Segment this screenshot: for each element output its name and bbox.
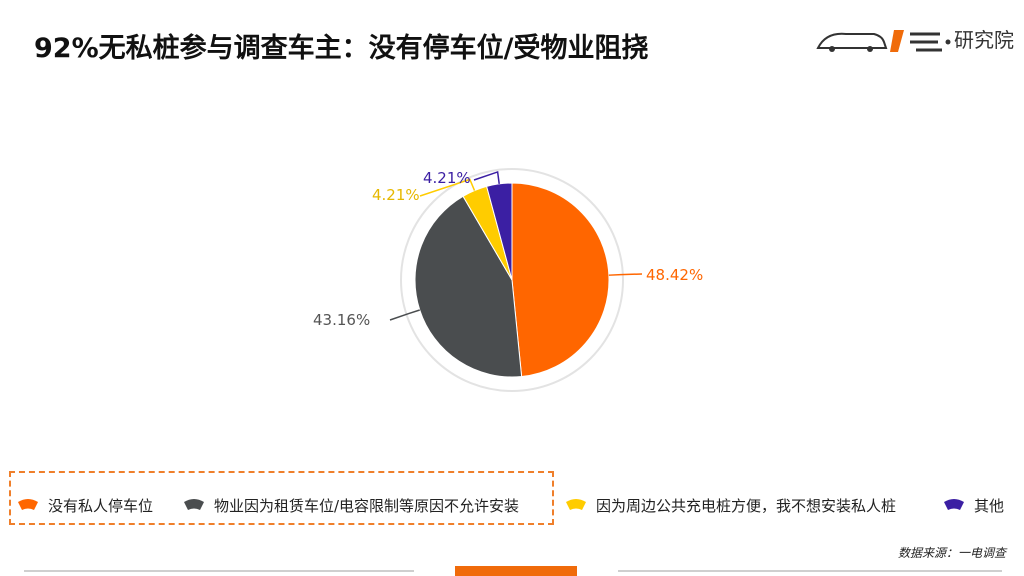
legend-swatch-icon: [16, 498, 40, 512]
brand-logo: 研究院: [812, 22, 1014, 58]
leader-line-0: [608, 273, 643, 276]
footer-line-right: [618, 570, 1002, 572]
legend-item-3: 其他: [942, 494, 1004, 516]
footer-accent-bar: [455, 566, 577, 576]
data-label-1: 43.16%: [313, 311, 370, 329]
page-title: 92%无私桩参与调查车主：没有停车位/受物业阻挠: [34, 33, 649, 64]
leader-line-2: [419, 178, 476, 197]
pie-leader-lines: [389, 170, 643, 321]
pie-outer-ring: [400, 168, 624, 392]
leader-line-3: [473, 170, 500, 184]
legend-label: 没有私人停车位: [48, 496, 154, 515]
brand-text: 研究院: [954, 28, 1014, 52]
legend-highlight-box: [9, 471, 554, 525]
legend-swatch-icon: [942, 498, 966, 512]
pie-slices: [414, 182, 610, 378]
legend-label: 其他: [974, 496, 1005, 515]
car-logo-icon: [816, 30, 951, 52]
data-label-3: 4.21%: [423, 169, 471, 187]
data-label-2: 4.21%: [372, 186, 420, 204]
source-note: 数据来源：一电调查: [897, 546, 1006, 560]
data-label-0: 48.42%: [646, 266, 703, 284]
legend-label: 因为周边公共充电桩方便，我不想安装私人桩: [596, 496, 897, 515]
legend-item-0: 没有私人停车位: [16, 494, 153, 516]
leader-line-1: [389, 309, 420, 321]
pie-slice-3: [486, 182, 513, 281]
legend-item-1: 物业因为租赁车位/电容限制等原因不允许安装: [182, 494, 519, 516]
pie-slice-0: [511, 182, 610, 378]
legend-label: 物业因为租赁车位/电容限制等原因不允许安装: [214, 496, 520, 515]
footer-line-left: [24, 570, 414, 572]
legend-item-2: 因为周边公共充电桩方便，我不想安装私人桩: [564, 494, 896, 516]
legend-swatch-icon: [182, 498, 206, 512]
legend-swatch-icon: [564, 498, 588, 512]
pie-slice-1: [414, 195, 523, 378]
